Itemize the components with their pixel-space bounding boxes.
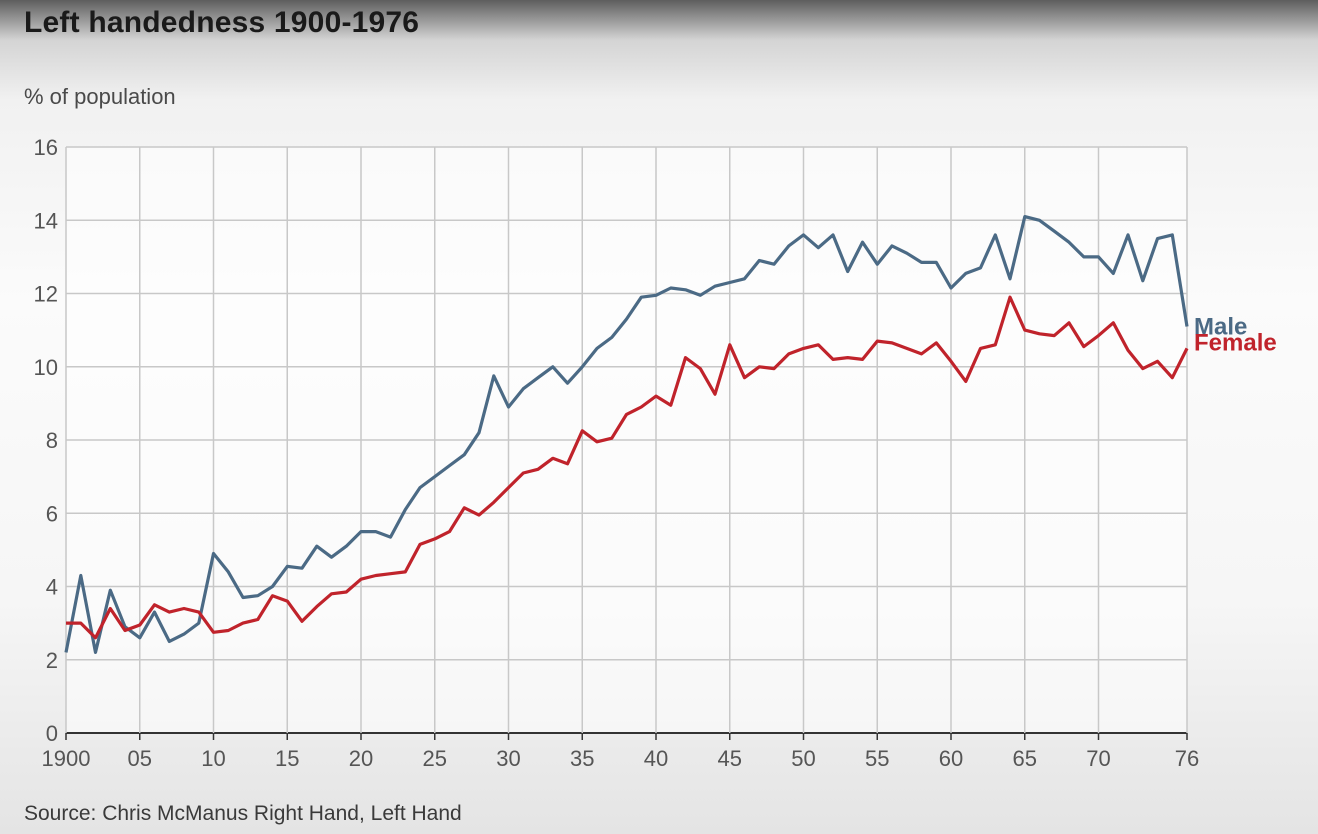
x-tick-label: 70 bbox=[1086, 746, 1110, 771]
x-tick-label: 65 bbox=[1013, 746, 1037, 771]
y-tick-label: 10 bbox=[34, 355, 58, 380]
x-tick-label: 25 bbox=[423, 746, 447, 771]
x-tick-label: 35 bbox=[570, 746, 594, 771]
x-tick-label: 40 bbox=[644, 746, 668, 771]
y-tick-label: 4 bbox=[46, 575, 58, 600]
x-tick-label: 60 bbox=[939, 746, 963, 771]
y-axis-unit-label: % of population bbox=[24, 84, 176, 109]
series-label-male: Male bbox=[1194, 313, 1247, 340]
x-tick-label: 30 bbox=[496, 746, 520, 771]
y-tick-label: 8 bbox=[46, 428, 58, 453]
x-tick-label: 10 bbox=[201, 746, 225, 771]
x-tick-label: 45 bbox=[718, 746, 742, 771]
y-tick-label: 16 bbox=[34, 135, 58, 160]
source-note: Source: Chris McManus Right Hand, Left H… bbox=[24, 802, 462, 825]
x-tick-label: 15 bbox=[275, 746, 299, 771]
x-tick-label: 76 bbox=[1175, 746, 1199, 771]
y-tick-label: 14 bbox=[34, 208, 58, 233]
x-tick-label: 55 bbox=[865, 746, 889, 771]
series-lines bbox=[64, 215, 1189, 655]
y-tick-label: 6 bbox=[46, 501, 58, 526]
x-tick-label: 1900 bbox=[42, 746, 91, 771]
y-tick-label: 0 bbox=[46, 721, 58, 746]
x-tick-label: 50 bbox=[791, 746, 815, 771]
series-line-female bbox=[66, 295, 1189, 640]
chart-title: Left handedness 1900-1976 bbox=[24, 6, 420, 39]
y-tick-label: 12 bbox=[34, 282, 58, 307]
x-tick-label: 05 bbox=[128, 746, 152, 771]
y-tick-label: 2 bbox=[46, 648, 58, 673]
series-line-male bbox=[64, 215, 1189, 655]
x-tick-label: 20 bbox=[349, 746, 373, 771]
axis-ticks: 0 2 4 6 8 10 12 14 16 1900 05 10 15 20 25 30 35 40 45 50 55 6… bbox=[34, 135, 1200, 771]
series-label-female: Female bbox=[1194, 329, 1277, 356]
